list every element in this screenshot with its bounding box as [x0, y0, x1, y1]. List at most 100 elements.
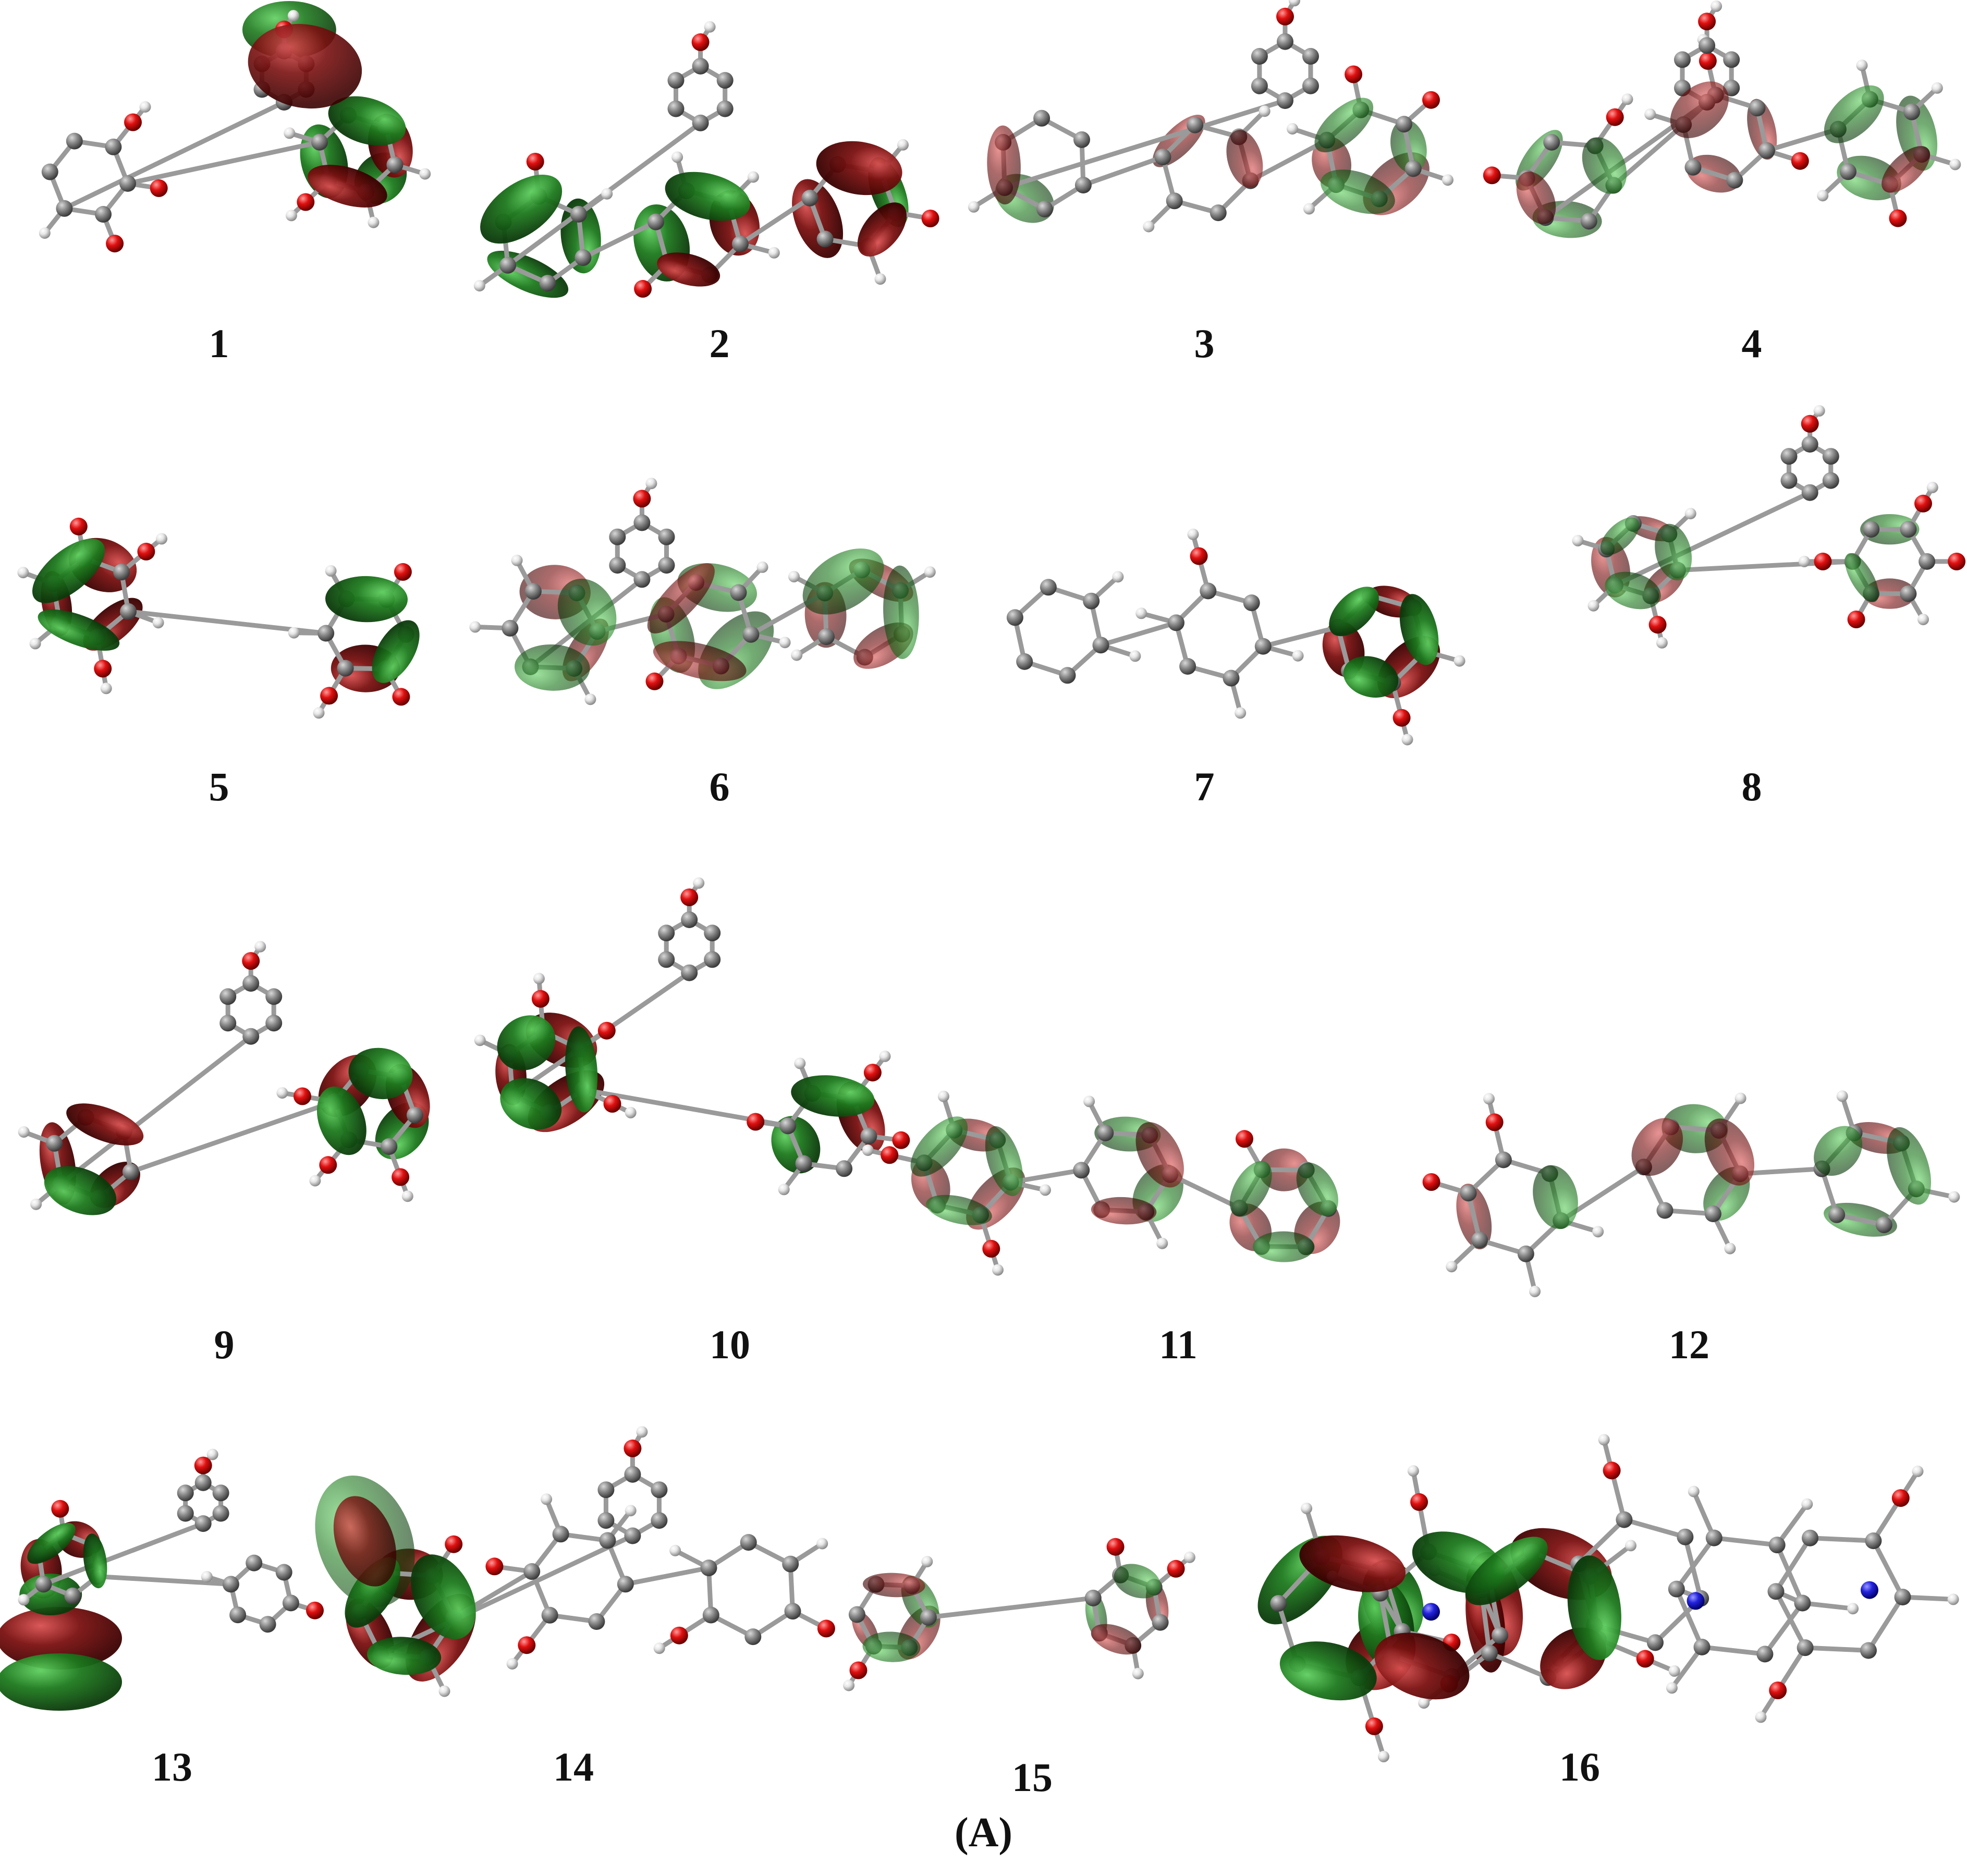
hydrogen-atom — [1926, 481, 1938, 493]
carbon-atom — [66, 132, 83, 150]
molecule-panel-16: 16 — [1204, 1434, 1960, 1787]
carbon-atom — [119, 175, 136, 192]
oxygen-atom — [921, 210, 939, 227]
carbon-atom — [742, 626, 760, 643]
carbon-atom — [194, 1474, 212, 1491]
orbital-lobe — [44, 1166, 117, 1215]
carbon-atom — [64, 1587, 81, 1604]
bond — [1775, 1502, 1810, 1548]
carbon-atom — [541, 1606, 558, 1624]
hydrogen-atom — [671, 151, 683, 163]
carbon-atom — [1254, 638, 1272, 655]
oxygen-atom — [747, 1113, 765, 1131]
carbon-atom — [782, 1555, 799, 1573]
oxygen-atom — [394, 563, 412, 581]
orbital-lobes-front — [1279, 1531, 1621, 1701]
orbital-lobe — [38, 610, 120, 651]
oxygen-atom — [1814, 552, 1832, 570]
carbon-atom — [740, 1534, 757, 1551]
carbon-atom — [1251, 48, 1268, 65]
bond — [1866, 1594, 1905, 1653]
orbital-lobe — [1299, 1535, 1406, 1592]
hydrogen-atom — [1656, 637, 1668, 649]
hydrogen-atom — [669, 1544, 681, 1556]
carbon-atom — [1801, 436, 1818, 453]
hydrogen-atom — [1621, 93, 1633, 105]
molecule-label-7: 7 — [1194, 764, 1215, 809]
bond — [1800, 1601, 1855, 1611]
oxygen-atom — [150, 179, 168, 197]
orbital-lobes-front — [248, 23, 406, 208]
molecule-label-16: 16 — [1559, 1744, 1600, 1789]
oxygen-atom — [691, 33, 710, 51]
bond — [1762, 1601, 1805, 1656]
carbon-atom — [46, 1135, 63, 1152]
carbon-atom — [1860, 1642, 1877, 1659]
carbon-atom — [95, 206, 112, 223]
molecule-panel-3: 3 — [954, 0, 1453, 364]
hydrogen-atom — [1949, 159, 1961, 170]
hydrogen-atom — [625, 1106, 637, 1118]
carbon-atom — [801, 189, 818, 206]
carbon-atom — [1187, 116, 1204, 133]
molecule-render-15 — [843, 1538, 1195, 1691]
hydrogen-atom — [473, 280, 485, 291]
oxygen-atom — [892, 1131, 910, 1149]
carbon-atom — [311, 133, 328, 151]
orbital-lobe — [647, 563, 715, 634]
orbital-lobe — [497, 1015, 556, 1071]
molecule-panel-5: 5 — [16, 490, 433, 807]
carbon-atom — [692, 114, 709, 131]
orbital-lobe — [1399, 594, 1439, 665]
molecule-render-14 — [315, 1426, 835, 1697]
bond — [128, 1099, 337, 1174]
carbon-atom — [633, 514, 651, 531]
oxygen-atom — [1276, 7, 1294, 26]
hydrogen-atom — [39, 227, 51, 239]
nitrogen-atom — [1687, 1592, 1705, 1610]
orbital-lobe — [791, 1075, 875, 1117]
orbital-lobe — [1091, 1624, 1141, 1655]
carbon-atom — [523, 1563, 541, 1580]
oxygen-atom — [518, 1636, 536, 1654]
bond — [1674, 1536, 1717, 1592]
hydrogen-atom — [1289, 0, 1300, 7]
molecule-render-7 — [1006, 528, 1465, 746]
orbital-lobe — [1329, 587, 1379, 637]
orbital-lobe — [1814, 1126, 1863, 1176]
oxygen-atom — [306, 1601, 324, 1619]
carbon-atom — [1040, 579, 1057, 596]
hydrogen-atom — [937, 1090, 949, 1102]
carbon-atom — [1900, 585, 1917, 602]
oxygen-atom — [531, 990, 549, 1008]
carbon-atom — [1166, 192, 1183, 210]
carbon-atom — [816, 230, 834, 248]
carbon-atom — [1900, 521, 1917, 538]
orbital-lobe — [1374, 1633, 1470, 1700]
carbon-atom — [1200, 582, 1217, 600]
carbon-atom — [1073, 1162, 1090, 1179]
oxygen-atom — [1889, 209, 1907, 227]
hydrogen-atom — [1931, 82, 1943, 94]
hydrogen-atom — [794, 1057, 806, 1069]
hydrogen-atom — [206, 1448, 218, 1460]
hydrogen-atom — [1666, 1682, 1678, 1694]
carbon-atom — [177, 1505, 194, 1522]
bond — [1700, 1644, 1767, 1656]
orbital-lobe — [1465, 1537, 1548, 1605]
carbon-atom — [212, 1505, 229, 1522]
carbon-atom — [716, 72, 734, 89]
orbital-lobe — [1343, 656, 1399, 698]
orbital-lobe — [500, 1078, 562, 1130]
carbon-atom — [1059, 667, 1076, 684]
hydrogen-atom — [874, 273, 886, 285]
hydrogen-atom — [1183, 1551, 1195, 1563]
hydrogen-atom — [816, 1538, 828, 1550]
hydrogen-atom — [313, 707, 325, 719]
molecule-label-3: 3 — [1194, 321, 1215, 366]
bond — [1900, 1594, 1956, 1602]
carbon-atom — [265, 1015, 283, 1032]
carbon-atom — [1270, 1595, 1287, 1612]
carbon-atom — [41, 163, 58, 180]
orbital-lobe — [1886, 1127, 1932, 1205]
